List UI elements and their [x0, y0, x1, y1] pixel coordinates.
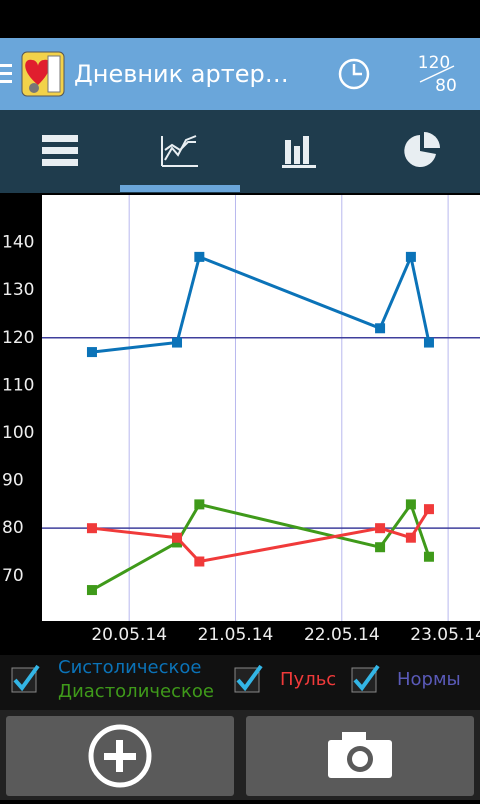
point [86, 585, 97, 596]
menu-icon[interactable] [0, 64, 12, 83]
legend-label: Пульс [280, 669, 336, 690]
check-mark [13, 664, 40, 692]
check-mark [236, 664, 263, 692]
point [423, 551, 434, 562]
tab-chart[interactable] [161, 135, 198, 167]
norm-bottom: 80 [435, 76, 457, 96]
legend-label: Систолическое [58, 657, 201, 678]
add-button[interactable] [6, 716, 234, 796]
y-tick-label: 130 [2, 280, 34, 300]
check-mark [353, 664, 380, 692]
y-tick-label: 80 [2, 518, 24, 538]
point [405, 251, 416, 262]
series-line [91, 251, 431, 354]
x-tick-label: 23.05.14 [410, 625, 480, 645]
point [172, 532, 183, 543]
tab-bars[interactable] [282, 136, 316, 168]
x-tick-label: 21.05.14 [198, 625, 274, 645]
point [194, 499, 205, 510]
tab-pie[interactable] [404, 132, 440, 167]
point [423, 337, 434, 348]
y-tick-label: 140 [2, 233, 34, 253]
norm-top: 120 [418, 53, 450, 73]
point [194, 251, 205, 262]
norm-slash [419, 65, 455, 83]
app-title: Дневник артер… [74, 60, 289, 88]
point [86, 523, 97, 534]
point [375, 523, 386, 534]
x-axis-area [0, 621, 480, 655]
tab-bar [0, 110, 480, 193]
camera-button[interactable] [246, 716, 474, 796]
tab-list[interactable] [42, 135, 78, 166]
app-bar [0, 38, 480, 110]
x-tick-label: 20.05.14 [91, 625, 167, 645]
point [375, 323, 386, 334]
y-tick-label: 110 [2, 375, 34, 395]
y-axis-area [0, 195, 42, 621]
separator [0, 193, 480, 195]
point [86, 347, 97, 358]
clock-button[interactable] [338, 58, 370, 90]
point [194, 556, 205, 567]
point [405, 532, 416, 543]
legend-label: Диастолическое [58, 681, 214, 702]
status-bar [0, 0, 480, 38]
series-line [91, 501, 431, 592]
y-tick-label: 120 [2, 328, 34, 348]
point [405, 499, 416, 510]
point [375, 542, 386, 553]
chart: 20.05.14 21.05.14 22.05.14 23.05.14 70 80 90 10… [2, 195, 480, 702]
y-tick-label: 100 [2, 423, 34, 443]
norm-button[interactable]: 120 80 [418, 53, 457, 96]
app-icon[interactable] [21, 51, 65, 97]
tab-indicator [120, 185, 240, 192]
point [172, 337, 183, 348]
y-tick-label: 70 [2, 566, 24, 586]
y-tick-label: 90 [2, 471, 24, 491]
x-tick-label: 22.05.14 [304, 625, 380, 645]
legend-label: Нормы [397, 669, 461, 690]
point [423, 504, 434, 515]
